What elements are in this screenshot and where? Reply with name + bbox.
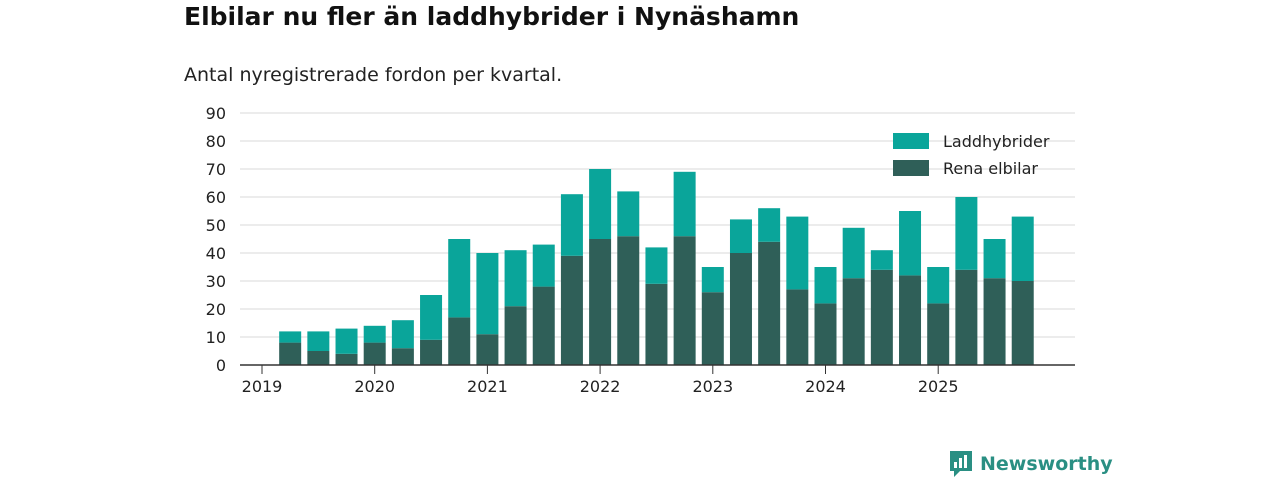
bar-rena-elbilar [645,283,668,365]
bar-laddhybrider [335,328,358,354]
bar-laddhybrider [589,169,612,239]
legend-swatch [893,160,929,176]
bar-rena-elbilar [420,339,443,365]
bar-laddhybrider [504,250,527,307]
x-tick-label: 2024 [805,377,846,396]
bar-laddhybrider [814,267,837,304]
bar-rena-elbilar [786,289,809,365]
bar-laddhybrider [560,194,583,256]
y-tick-label: 10 [206,328,226,347]
x-tick-label: 2023 [692,377,733,396]
bar-rena-elbilar [589,239,612,365]
x-tick-label: 2021 [467,377,508,396]
x-tick-label: 2025 [918,377,959,396]
bar-rena-elbilar [335,353,358,365]
bar-laddhybrider [927,267,950,304]
bar-rena-elbilar [279,342,302,365]
bar-laddhybrider [899,211,922,276]
bar-rena-elbilar [814,303,837,365]
bar-laddhybrider [420,295,443,340]
bar-rena-elbilar [758,241,781,365]
y-tick-label: 60 [206,188,226,207]
bar-rena-elbilar [1011,281,1034,365]
bar-laddhybrider [279,331,302,343]
bar-rena-elbilar [955,269,978,365]
bar-laddhybrider [673,171,696,237]
bar-rena-elbilar [504,306,527,365]
x-tick-label: 2022 [580,377,621,396]
bar-laddhybrider [645,247,668,284]
newsworthy-logo-icon [950,451,972,477]
y-tick-label: 30 [206,272,226,291]
bar-rena-elbilar [448,317,471,365]
bar-rena-elbilar [983,278,1006,365]
chart-subtitle: Antal nyregistrerade fordon per kvartal. [184,64,563,86]
bar-rena-elbilar [673,236,696,365]
y-tick-label: 50 [206,216,226,235]
bar-laddhybrider [701,267,724,293]
bar-rena-elbilar [532,286,555,365]
brand-logo: Newsworthy [948,449,1113,479]
y-tick-label: 90 [206,104,226,123]
bar-laddhybrider [448,239,471,318]
bar-laddhybrider [955,197,978,270]
bar-rena-elbilar [307,351,330,365]
bar-laddhybrider [786,216,809,290]
chart-title: Elbilar nu fler än laddhybrider i Nynäsh… [184,2,800,31]
y-tick-label: 80 [206,132,226,151]
bar-laddhybrider [983,239,1006,279]
y-tick-label: 40 [206,244,226,263]
bar-laddhybrider [758,208,781,242]
bar-laddhybrider [870,250,893,270]
bar-rena-elbilar [701,292,724,365]
bar-rena-elbilar [476,334,499,365]
brand-name: Newsworthy [980,453,1113,475]
bar-laddhybrider [476,253,499,335]
bar-rena-elbilar [617,236,640,365]
bar-rena-elbilar [363,342,386,365]
bar-laddhybrider [1011,216,1034,281]
x-tick-label: 2019 [242,377,283,396]
bar-rena-elbilar [927,303,950,365]
y-tick-label: 20 [206,300,226,319]
y-tick-label: 70 [206,160,226,179]
bar-rena-elbilar [560,255,583,365]
bar-laddhybrider [391,320,414,349]
bar-laddhybrider [363,325,386,343]
bar-laddhybrider [729,219,752,253]
bar-laddhybrider [532,244,555,287]
bar-rena-elbilar [870,269,893,365]
bar-laddhybrider [307,331,330,351]
x-tick-label: 2020 [354,377,395,396]
bar-rena-elbilar [899,275,922,365]
bar-laddhybrider [617,191,640,237]
bar-rena-elbilar [391,348,414,365]
legend-label: Rena elbilar [943,159,1038,178]
stacked-bar-chart: 0 10 20 30 40 50 60 70 80 90 2019 2020 2021 2022 2023 2… [206,104,1075,396]
legend-label: Laddhybrider [943,132,1050,151]
legend-swatch [893,133,929,149]
y-tick-label: 0 [216,356,226,375]
bar-rena-elbilar [842,278,865,365]
bar-laddhybrider [842,227,865,279]
bar-rena-elbilar [729,253,752,365]
